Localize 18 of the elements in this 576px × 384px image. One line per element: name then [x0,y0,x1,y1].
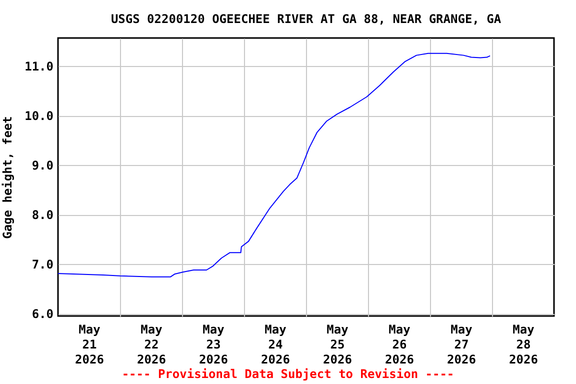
x-tick-label: May 23 2026 [199,322,228,366]
x-tick-label: May 25 2026 [323,322,352,366]
x-tick-label: May 26 2026 [385,322,414,366]
text: ---- Provisional Data Subject to Revision ---- [120,367,456,381]
line-series [58,52,491,278]
x-tick-label: May 27 2026 [447,322,476,366]
chart-title: USGS 02200120 OGEECHEE RIVER AT GA 88, NEAR GRANGE, GA [110,12,502,26]
y-tick-label: 8.0 [32,208,54,222]
x-tick-label: May 24 2026 [261,322,290,366]
x-tick-label: May 28 2026 [509,322,538,366]
y-tick-label: 7.0 [32,258,54,272]
y-axis-title: Gage height, feet [0,116,15,239]
y-tick-label: 10.0 [24,109,54,124]
x-tick-label: May 21 2026 [75,322,104,366]
x-tick-label: May 22 2026 [137,322,166,366]
y-tick-label: 11.0 [24,60,54,74]
y-tick-label: 9.0 [32,158,54,173]
y-tick-label: 6.0 [32,307,54,322]
